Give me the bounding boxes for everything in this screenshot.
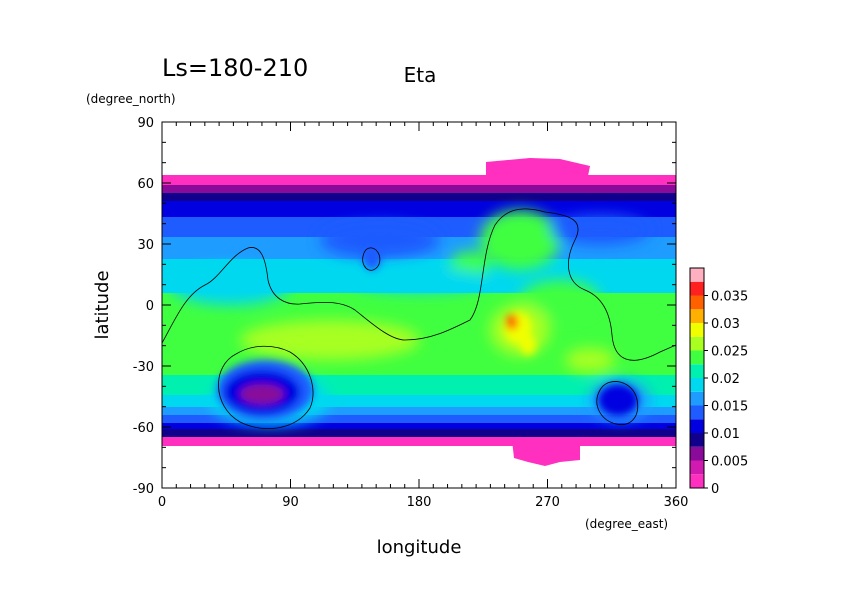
x-tick-label: 90 <box>282 495 299 510</box>
zero-contour <box>162 208 676 429</box>
colorbar-swatch <box>690 295 704 310</box>
y-tick-label: 0 <box>146 299 154 314</box>
x-tick-label: 180 <box>407 495 432 510</box>
y-tick-label: 30 <box>137 238 154 253</box>
y-tick-label: -60 <box>133 421 154 436</box>
colorbar-swatch <box>690 309 704 323</box>
colorbar-swatch <box>690 378 704 392</box>
y-axis-label: latitude <box>92 270 113 339</box>
x-tick-label: 360 <box>664 495 689 510</box>
colorbar-swatch <box>690 460 704 475</box>
colorbar-tick-label: 0.025 <box>711 345 748 360</box>
y-axis-units: (degree_north) <box>86 92 176 106</box>
x-axis-label: longitude <box>377 537 462 558</box>
colorbar-swatch <box>690 323 704 337</box>
cap-south <box>512 440 580 466</box>
colorbar-tick-label: 0 <box>711 482 719 497</box>
colorbar-swatch <box>690 336 704 351</box>
colorbar-tick-label: 0.035 <box>711 290 748 305</box>
colorbar-swatch <box>690 364 704 378</box>
colorbar-tick-label: 0.02 <box>711 372 740 387</box>
y-tick-label: 60 <box>137 177 154 192</box>
x-tick-label: 270 <box>535 495 560 510</box>
colorbar-swatch <box>690 405 704 420</box>
axes: 0 90 180 270 360 90 60 30 0 -30 -60 -90 <box>133 116 689 510</box>
colorbar-tick-label: 0.03 <box>711 317 740 332</box>
colorbar-swatch <box>690 350 704 365</box>
y-tick-label: -90 <box>133 482 154 497</box>
colorbar-swatch <box>690 433 704 447</box>
chart-subtitle: Ls=180-210 <box>162 54 308 82</box>
heatmap-extrema <box>217 246 638 420</box>
colorbar-swatch <box>690 474 704 488</box>
y-tick-label: 90 <box>137 116 154 131</box>
x-axis-units: (degree_east) <box>585 517 668 531</box>
x-tick-label: 0 <box>158 495 166 510</box>
colorbar: 0 0.005 0.01 0.015 0.02 0.025 0.03 0.035 <box>689 267 748 497</box>
cap-north <box>486 158 590 176</box>
colorbar-swatch <box>690 391 704 406</box>
colorbar-swatch <box>690 446 704 461</box>
chart-title: Eta <box>404 63 437 87</box>
colorbar-swatch <box>690 281 704 296</box>
colorbar-tick-label: 0.01 <box>711 427 740 442</box>
colorbar-tick-label: 0.015 <box>711 400 748 415</box>
colorbar-swatch <box>690 419 704 433</box>
colorbar-swatch <box>690 268 704 282</box>
colorbar-tick-label: 0.005 <box>711 455 748 470</box>
y-tick-label: -30 <box>133 360 154 375</box>
heatmap-field <box>162 158 676 466</box>
